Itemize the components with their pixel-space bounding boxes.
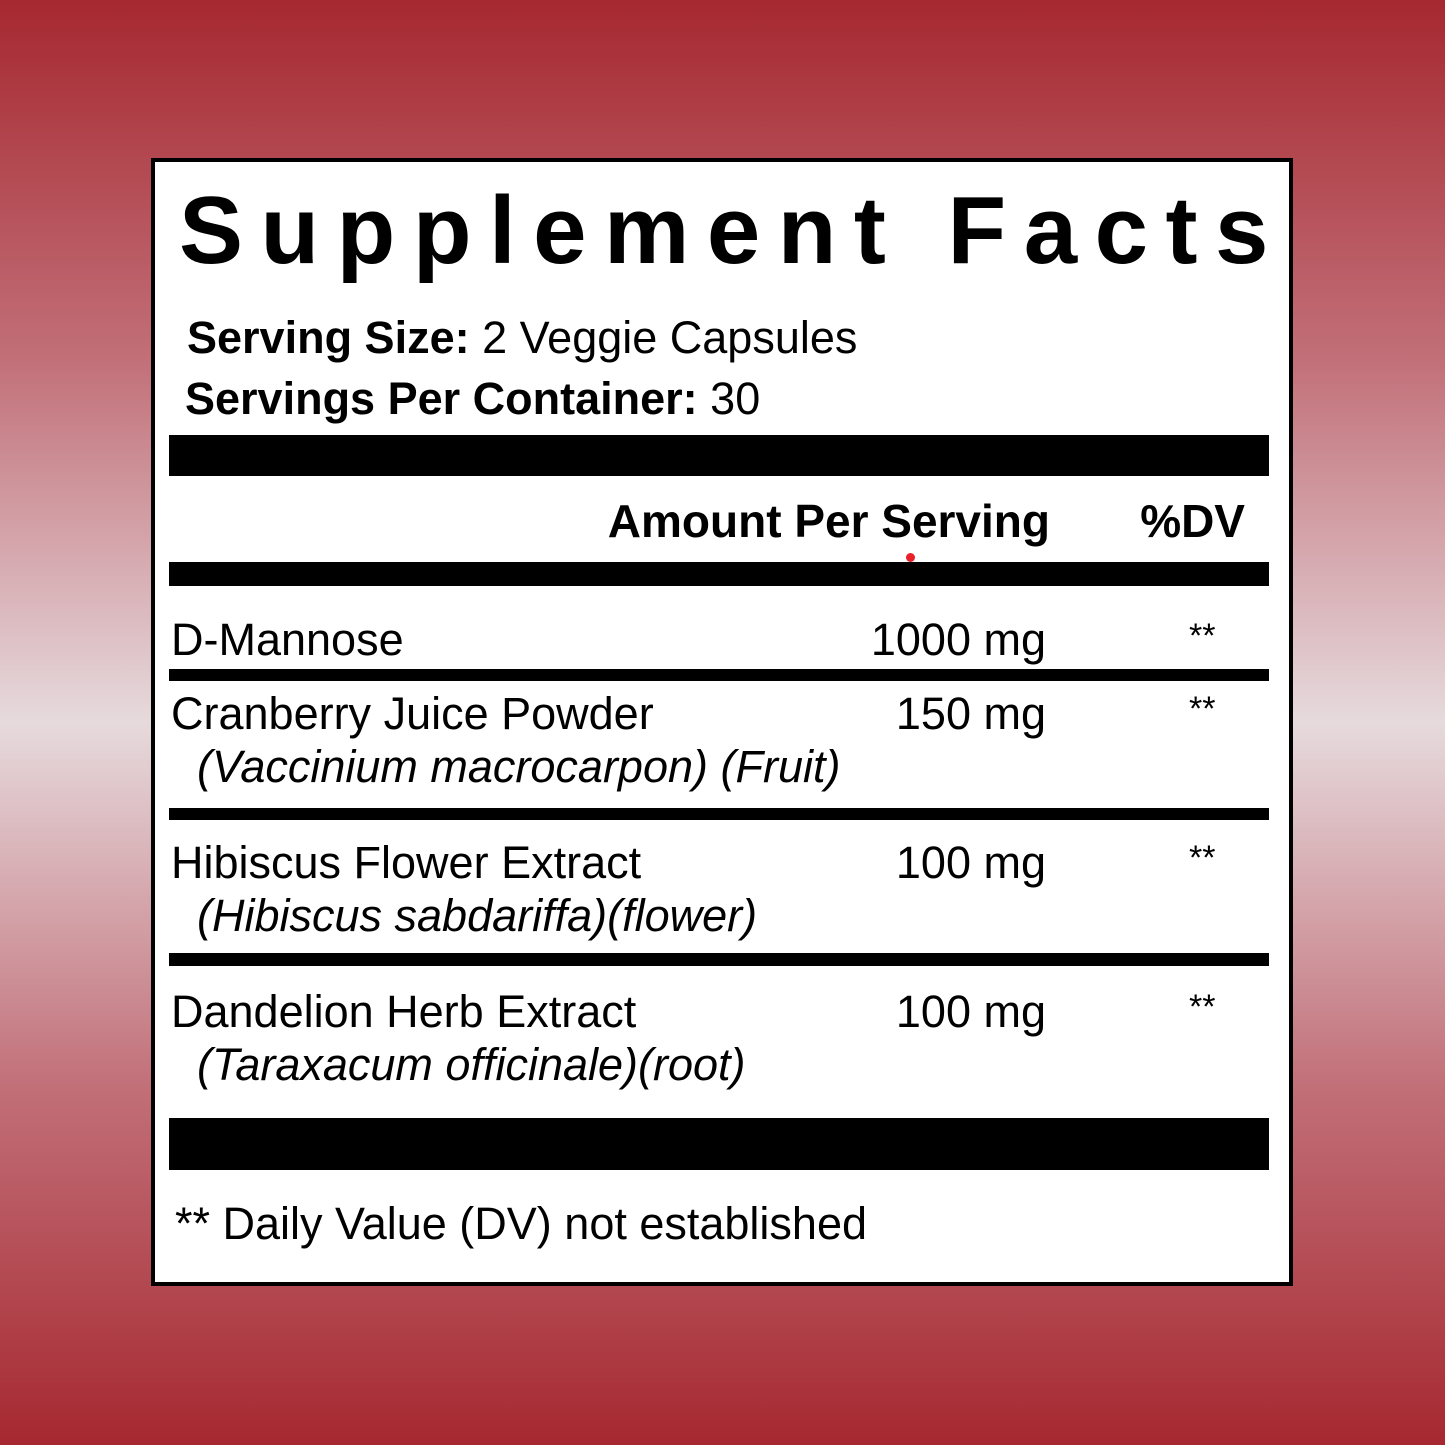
- ingredient-dv: **: [1189, 839, 1216, 877]
- serving-size-label: Serving Size:: [187, 312, 470, 363]
- ingredient-name: Hibiscus Flower Extract: [171, 837, 642, 888]
- amount-per-serving-header: Amount Per Serving: [607, 495, 1050, 547]
- ingredient-botanical: (Vaccinium macrocarpon) (Fruit): [197, 741, 841, 792]
- divider-thick: [169, 435, 1269, 476]
- label-title: Supplement Facts: [179, 177, 1286, 284]
- serving-size-value: 2 Veggie Capsules: [482, 312, 858, 363]
- ingredient-dv: **: [1189, 988, 1216, 1026]
- ingredient-amount: 1000 mg: [870, 614, 1046, 665]
- ingredient-botanical: (Taraxacum officinale)(root): [197, 1039, 746, 1090]
- divider: [169, 808, 1269, 820]
- servings-per-container-label: Servings Per Container:: [185, 373, 698, 424]
- divider-thick-bottom: [169, 1118, 1269, 1170]
- ingredient-name: Dandelion Herb Extract: [171, 986, 637, 1037]
- ingredient-name: Cranberry Juice Powder: [171, 688, 654, 739]
- servings-per-container-value: 30: [710, 373, 761, 424]
- divider-medium: [169, 562, 1269, 586]
- footnote: ** Daily Value (DV) not established: [175, 1198, 868, 1249]
- ingredient-dv: **: [1189, 690, 1216, 728]
- divider: [169, 669, 1269, 681]
- ingredient-name: D-Mannose: [171, 614, 404, 665]
- servings-per-container: Servings Per Container: 30: [185, 373, 760, 425]
- ingredient-dv: **: [1189, 617, 1216, 655]
- marker-dot: [906, 553, 915, 562]
- divider: [169, 953, 1269, 966]
- ingredient-amount: 150 mg: [895, 688, 1046, 739]
- serving-size: Serving Size: 2 Veggie Capsules: [187, 312, 857, 364]
- dv-header: %DV: [1140, 495, 1245, 547]
- supplement-facts-label: Supplement Facts Serving Size: 2 Veggie …: [151, 158, 1293, 1286]
- ingredient-amount: 100 mg: [895, 837, 1046, 888]
- ingredient-botanical: (Hibiscus sabdariffa)(flower): [197, 890, 758, 941]
- ingredient-amount: 100 mg: [895, 986, 1046, 1037]
